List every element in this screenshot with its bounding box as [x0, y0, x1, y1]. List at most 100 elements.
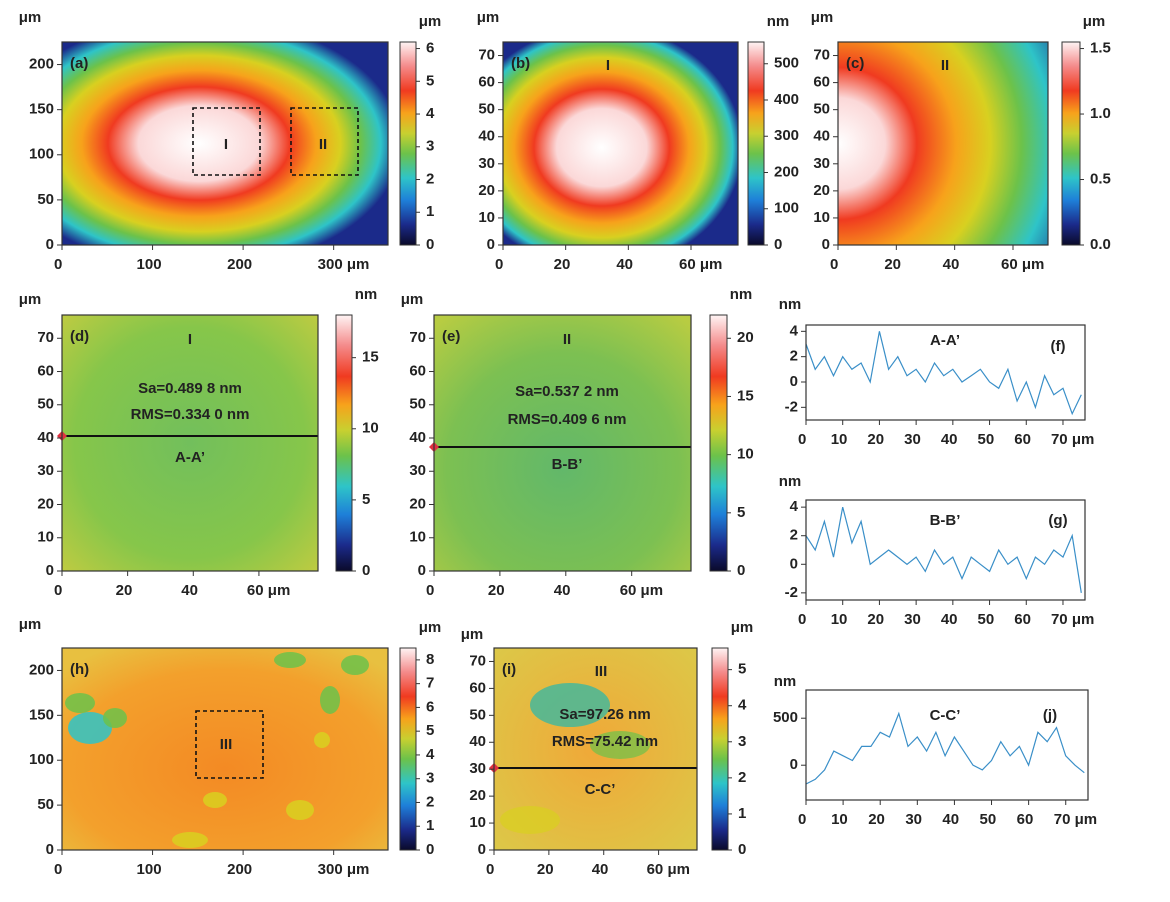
y-unit: μm [401, 291, 424, 308]
annotation: I [188, 331, 192, 348]
surface-feature [590, 731, 650, 759]
heatmap-image [838, 42, 1048, 245]
y-unit: μm [19, 291, 42, 308]
surface-feature [530, 683, 610, 727]
y-tick-label: 70 [813, 47, 830, 64]
y-tick-label: 10 [813, 209, 830, 226]
y-tick-label: 60 [409, 362, 426, 379]
colorbar-tick-label: 5 [737, 504, 745, 521]
y-tick-label: 30 [469, 760, 486, 777]
profile-line [805, 506, 1082, 593]
panel-label: (d) [70, 328, 89, 345]
annotation: I [606, 57, 610, 74]
annotation: II [319, 136, 327, 153]
y-tick-label: 150 [29, 706, 54, 723]
colorbar-unit: μm [731, 619, 754, 636]
y-tick-label: 20 [813, 182, 830, 199]
annotation: B-B’ [552, 456, 583, 473]
colorbar-tick-label: 20 [737, 329, 754, 346]
annotation: A-A’ [175, 449, 205, 466]
y-tick-label: 70 [409, 329, 426, 346]
y-tick-label: 50 [478, 101, 495, 118]
panel: II (c) 0.0 0.5 1.0 1.5 μm 0 20 40 60 μm 0 10 20 30 40 50… [811, 9, 1111, 273]
x-tick-label: 0 [54, 256, 62, 273]
colorbar-unit: μm [419, 619, 442, 636]
colorbar-tick-label: 4 [426, 105, 435, 122]
colorbar-tick-label: 300 [774, 127, 799, 144]
y-tick-label: 50 [409, 396, 426, 413]
colorbar-tick-label: 3 [426, 770, 434, 787]
y-tick-label: 500 [773, 709, 798, 726]
profile-title: C-C’ [930, 707, 961, 724]
colorbar-tick-label: 3 [426, 138, 434, 155]
colorbar-unit: nm [730, 286, 753, 303]
colorbar [399, 647, 417, 851]
colorbar-tick-label: 1 [426, 817, 434, 834]
x-tick-label: 200 [227, 861, 252, 878]
plot-frame [805, 499, 1086, 601]
region-box [195, 710, 264, 779]
y-tick-label: 20 [409, 495, 426, 512]
y-tick-label: 70 [478, 47, 495, 64]
y-tick-label: 40 [478, 128, 495, 145]
x-tick-label: 70 μm [1051, 431, 1094, 448]
x-tick-label: 20 [884, 256, 901, 273]
plot-frame [837, 41, 1049, 246]
y-tick-label: 0 [487, 236, 495, 253]
plot-frame [493, 647, 698, 851]
panel-label: (e) [442, 328, 460, 345]
y-tick-label: 40 [469, 733, 486, 750]
colorbar-tick-label: 1 [426, 203, 434, 220]
plot-frame [805, 689, 1089, 801]
y-tick-label: 40 [37, 429, 54, 446]
plot-frame [61, 647, 389, 851]
y-tick-label: 40 [409, 429, 426, 446]
colorbar-tick-label: 15 [362, 349, 379, 366]
heatmap-image [503, 42, 738, 245]
y-tick-label: 150 [29, 101, 54, 118]
y-unit: μm [19, 9, 42, 26]
surface-feature [341, 655, 369, 675]
x-tick-label: 100 [137, 861, 162, 878]
x-tick-label: 200 [227, 256, 252, 273]
surface-feature [274, 652, 306, 668]
surface-feature [314, 732, 330, 748]
colorbar-tick-label: 200 [774, 163, 799, 180]
colorbar-tick-label: 15 [737, 387, 754, 404]
panel-label: (i) [502, 661, 516, 678]
x-tick-label: 0 [495, 256, 503, 273]
y-tick-label: 20 [469, 787, 486, 804]
x-tick-label: 40 [942, 811, 959, 828]
panel: C-C’ (j) 0 10 20 30 40 50 60 70 μm 0 500 nm [773, 673, 1097, 828]
x-tick-label: 10 [831, 431, 848, 448]
y-tick-label: 0 [418, 562, 426, 579]
x-tick-label: 0 [54, 861, 62, 878]
colorbar-unit: nm [355, 286, 378, 303]
y-tick-label: 0 [790, 756, 798, 773]
plot-frame [502, 41, 739, 246]
x-tick-label: 40 [592, 861, 609, 878]
y-tick-label: 70 [469, 652, 486, 669]
x-tick-label: 30 [904, 431, 921, 448]
y-tick-label: 70 [37, 329, 54, 346]
y-tick-label: 10 [37, 529, 54, 546]
colorbar-tick-label: 6 [426, 698, 434, 715]
y-tick-label: 10 [478, 209, 495, 226]
surface-feature [500, 806, 560, 834]
profile-line [805, 711, 1085, 785]
x-tick-label: 0 [798, 431, 806, 448]
x-tick-label: 40 [616, 256, 633, 273]
x-tick-label: 20 [868, 811, 885, 828]
surface-feature [203, 792, 227, 808]
colorbar [1061, 41, 1081, 246]
heatmap-image [62, 315, 318, 571]
annotation: RMS=0.334 0 nm [131, 406, 250, 423]
colorbar-tick-label: 2 [738, 769, 746, 786]
y-tick-label: 200 [29, 56, 54, 73]
surface-feature [65, 693, 95, 713]
x-tick-label: 20 [488, 582, 505, 599]
panel-label: (c) [846, 55, 864, 72]
colorbar-tick-label: 5 [738, 661, 746, 678]
annotation: Sa=97.26 nm [559, 706, 650, 723]
x-tick-label: 0 [798, 811, 806, 828]
